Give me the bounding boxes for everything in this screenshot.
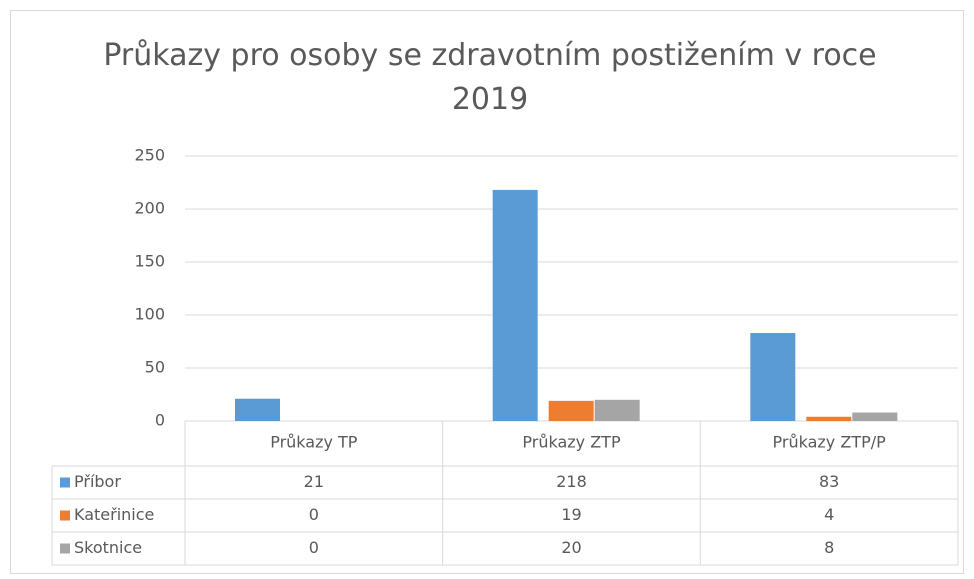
chart-frame xyxy=(10,10,964,574)
legend-key xyxy=(60,543,70,554)
table-value: 20 xyxy=(561,538,581,557)
y-tick-label: 250 xyxy=(134,146,165,165)
bar xyxy=(852,412,898,421)
y-tick-label: 0 xyxy=(155,411,165,430)
legend-label: Kateřinice xyxy=(74,505,154,524)
legend-key xyxy=(60,477,70,488)
x-tick-label: Průkazy ZTP/P xyxy=(773,433,887,452)
bar xyxy=(548,400,594,421)
table-value: 0 xyxy=(309,538,319,557)
chart-title: Průkazy pro osoby se zdravotním postižen… xyxy=(103,38,877,117)
y-tick-label: 150 xyxy=(134,252,165,271)
table-value: 218 xyxy=(556,472,587,491)
y-tick-label: 50 xyxy=(145,358,165,377)
legend-label: Příbor xyxy=(74,472,121,491)
y-tick-label: 100 xyxy=(134,305,165,324)
bar xyxy=(750,333,796,421)
table-value: 0 xyxy=(309,505,319,524)
bar xyxy=(806,416,852,421)
bar xyxy=(235,398,280,421)
table-value: 19 xyxy=(561,505,581,524)
bar xyxy=(594,399,640,421)
legend-label: Skotnice xyxy=(74,538,142,557)
table-value: 8 xyxy=(824,538,834,557)
legend-key xyxy=(60,510,70,521)
table-value: 83 xyxy=(819,472,839,491)
x-tick-label: Průkazy TP xyxy=(270,433,358,452)
table-value: 4 xyxy=(824,505,834,524)
table-value: 21 xyxy=(304,472,324,491)
bar xyxy=(492,189,538,421)
x-tick-label: Průkazy ZTP xyxy=(522,433,621,452)
y-tick-label: 200 xyxy=(134,199,165,218)
